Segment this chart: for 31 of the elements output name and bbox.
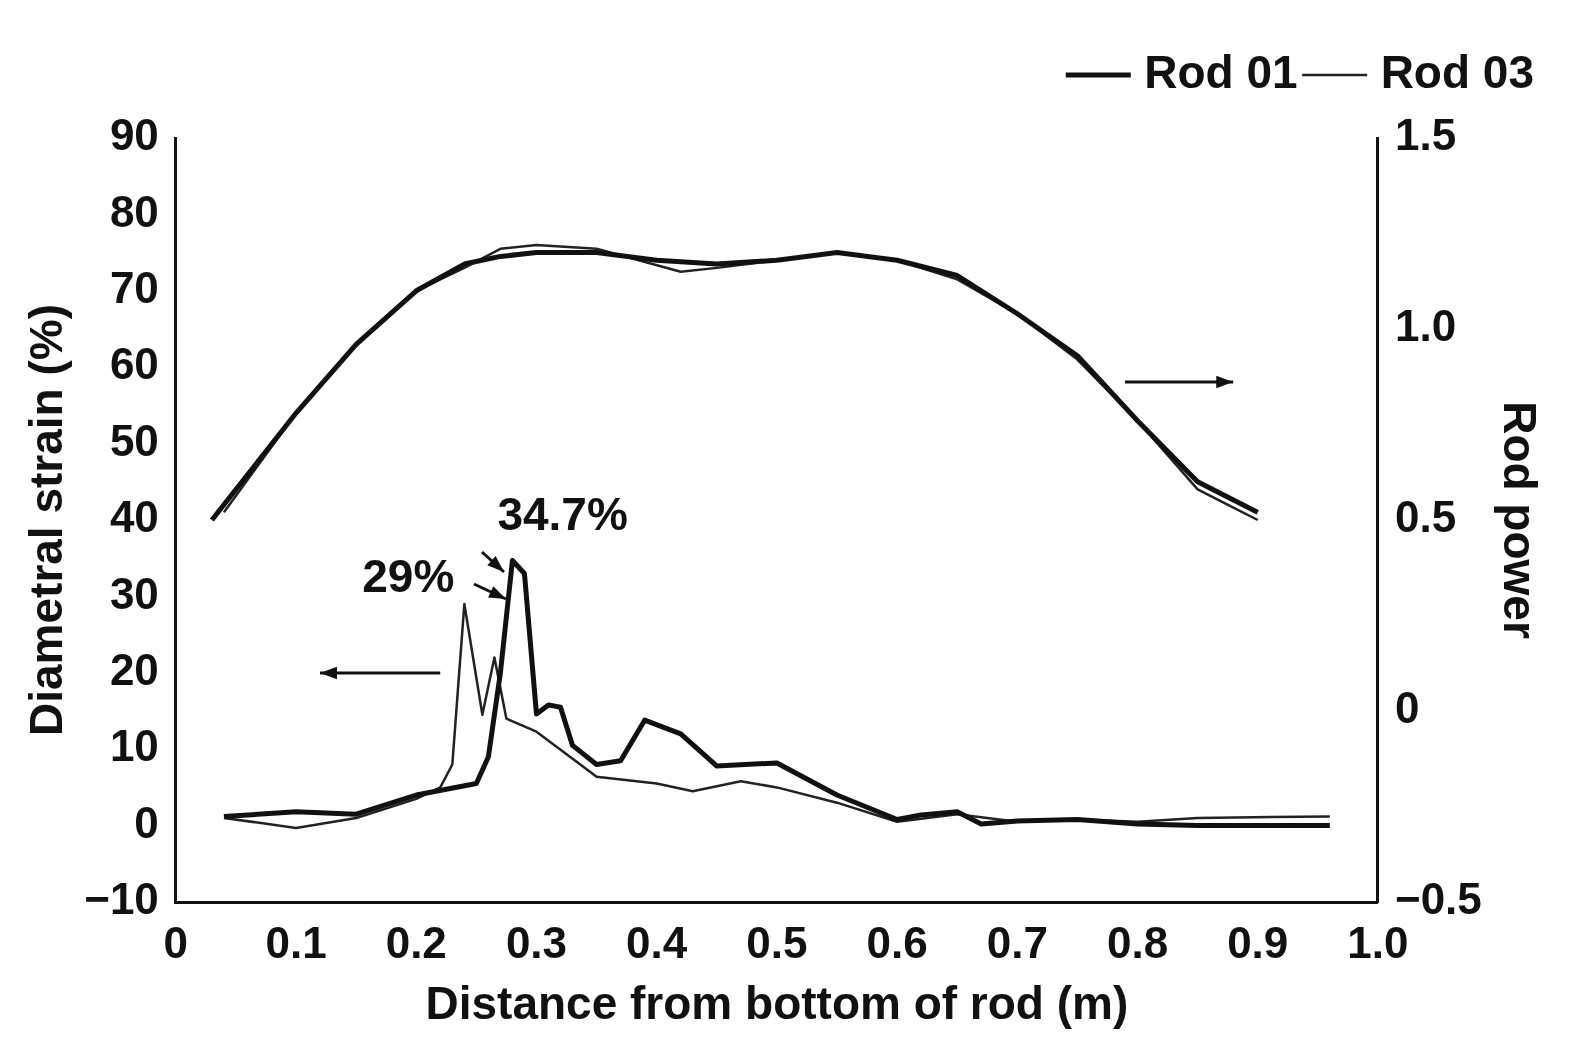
y-tick-label: 40 (109, 492, 159, 542)
y2-tick-label: 0.5 (1394, 492, 1457, 542)
legend-label: Rod 01 (1144, 45, 1298, 98)
annotation: 34.7% (497, 488, 628, 541)
y-tick-label: 10 (109, 721, 159, 771)
x-tick-label: 0.8 (1106, 917, 1169, 967)
y-tick-label: 80 (109, 186, 159, 236)
y2-axis-title: Rod power (1493, 401, 1546, 639)
x-tick-label: 0.3 (505, 917, 568, 967)
x-tick-label: 0.5 (746, 917, 808, 967)
x-tick-label: 0.2 (385, 917, 447, 967)
y-tick-label: 70 (109, 262, 159, 312)
x-axis-title: Distance from bottom of rod (m) (425, 977, 1129, 1030)
legend-label: Rod 03 (1380, 45, 1535, 98)
x-tick-label: 0.9 (1227, 917, 1289, 967)
y-tick-label: 60 (109, 339, 159, 389)
x-tick-label: 0.7 (986, 917, 1048, 967)
y2-tick-label: 1.0 (1394, 301, 1457, 351)
annotation: 29% (362, 549, 455, 602)
y-tick-label: 90 (109, 110, 159, 160)
y-tick-label: 0 (134, 797, 159, 847)
x-tick-label: 0.6 (866, 917, 928, 967)
x-tick-label: 0.4 (626, 917, 688, 967)
y2-tick-label: 1.5 (1394, 110, 1457, 160)
y-tick-label: 30 (109, 568, 159, 618)
y-tick-label: 20 (109, 644, 159, 694)
y-tick-label: −10 (84, 874, 159, 924)
y-tick-label: 50 (109, 415, 159, 465)
x-tick-label: 0.1 (265, 917, 327, 967)
y-axis-title: Diametral strain (%) (20, 303, 73, 737)
y2-tick-label: 0 (1394, 683, 1420, 733)
